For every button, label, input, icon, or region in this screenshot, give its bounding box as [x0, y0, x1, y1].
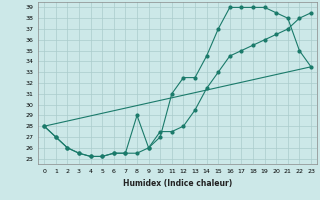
X-axis label: Humidex (Indice chaleur): Humidex (Indice chaleur) [123, 179, 232, 188]
